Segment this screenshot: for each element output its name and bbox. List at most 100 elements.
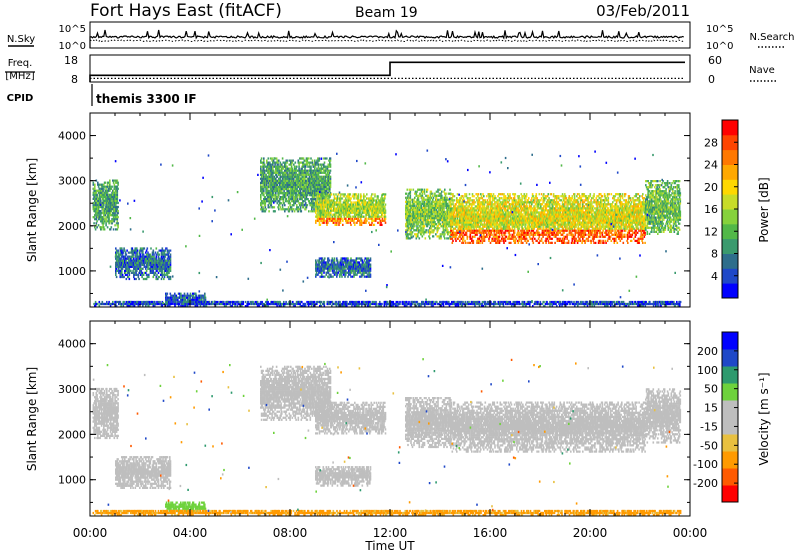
x-axis-labels: 00:00 04:00 08:00 12:00 16:00 20:00 00:00 [73,526,708,540]
colorbar-tick-label: 28 [704,136,718,149]
colorbar-tick-label: 100 [697,364,718,377]
velocity-panel: 4000 3000 2000 1000 Slant Range [km] 200 100… [25,320,771,517]
colorbar-swatch [722,434,738,452]
colorbar-swatch [722,383,738,401]
ytick-label: 1000 [58,474,86,487]
colorbar-swatch [722,332,738,350]
colorbar-swatch [722,149,738,165]
colorbar-tick-label: -100 [693,458,718,471]
colorbar-swatch [722,349,738,367]
colorbar-tick-label: 200 [697,345,718,358]
ytick-label: 3000 [58,383,86,396]
freq-unit-label: [MHz] [5,71,34,82]
nave-tick-top: 60 [708,54,722,67]
xtick-label: 00:00 [673,526,708,540]
beam-label: Beam 19 [355,5,418,21]
station-title: Fort Hays East (fitACF) [90,1,282,21]
power-panel: 4000 3000 2000 1000 Slant Range [km] 28 24 20… [25,112,771,308]
scatter-region-8 [645,388,682,444]
colorbar-tick-label: 20 [704,181,718,194]
scatter-region-7 [450,401,646,453]
velocity-data [92,358,682,517]
noise-tick-top-right: 10^5 [706,24,733,35]
colorbar-tick-label: 24 [704,159,718,172]
xtick-label: 00:00 [73,526,108,540]
date-label: 03/Feb/2011 [596,2,690,20]
colorbar-swatch [722,194,738,210]
ytick-label: 4000 [58,130,86,143]
power-data [92,149,682,308]
colorbar-swatch [722,417,738,435]
colorbar-swatch [722,238,738,254]
freq-panel: Freq. [MHz] 18 8 60 0 Nave [5,54,776,86]
colorbar-swatch [722,400,738,418]
scatter-region-4 [315,401,387,435]
cpid-value: themis 3300 IF [96,92,197,106]
xtick-label: 16:00 [473,526,508,540]
noise-tick-top-left: 10^5 [59,24,86,35]
scatter-region-5 [315,466,372,487]
colorbar-swatch [722,253,738,269]
xtick-label: 04:00 [173,526,208,540]
ytick-label: 2000 [58,220,86,233]
x-axis-title: Time UT [364,539,415,553]
noise-panel-frame [89,21,691,49]
scatter-region-7 [450,193,646,244]
colorbar-swatch [722,268,738,284]
velocity-ylabel: Slant Range [km] [25,367,39,471]
colorbar-swatch [722,209,738,225]
xtick-label: 20:00 [573,526,608,540]
scatter-region-3 [260,365,332,421]
scatter-region-9 [92,509,682,517]
scatter-region-1 [115,456,172,489]
colorbar-tick-label: -200 [693,477,718,490]
cpid-label: CPID [7,93,34,104]
freq-label: Freq. [8,58,33,69]
scatter-region-4 [315,193,387,226]
colorbar-swatch [722,451,738,469]
power-colorbar: 28 24 20 16 12 8 4 [704,119,739,299]
velocity-colorbar: 200 100 50 15 -15 -50 -100 -200 [693,331,739,503]
colorbar-swatch [722,164,738,180]
scatter-region-2 [165,501,207,514]
ytick-label: 2000 [58,428,86,441]
nave-label: Nave [749,65,775,76]
colorbar-tick-label: 15 [704,402,718,415]
xtick-label: 08:00 [273,526,308,540]
nsky-label: N.Sky [7,34,35,45]
xtick-label: 12:00 [373,526,408,540]
freq-tick-top: 18 [64,54,78,67]
colorbar-tick-label: -50 [700,439,718,452]
colorbar-swatch [722,366,738,384]
nave-tick-bottom: 0 [708,73,715,86]
noise-search-series [89,39,685,43]
colorbar-tick-label: 8 [711,248,718,261]
ytick-label: 3000 [58,175,86,188]
colorbar-tick-label: 4 [711,270,718,283]
power-colorbar-label: Power [dB] [757,177,771,242]
noise-panel: N.Sky 10^5 10^0 10^5 10^0 N.Search [7,21,795,52]
noise-tick-bottom-right: 10^0 [706,41,733,52]
scatter-region-6 [405,397,452,449]
ytick-label: 4000 [58,338,86,351]
scatter-region-8 [645,180,682,235]
nsearch-label: N.Search [749,32,794,43]
colorbar-swatch [722,283,738,299]
power-ylabel: Slant Range [km] [25,158,39,262]
scatter-region-0 [92,179,119,231]
freq-panel-frame [89,54,691,83]
scatter-region-5 [315,257,372,278]
colorbar-swatch [722,179,738,195]
velocity-colorbar-label: Velocity [m s⁻¹] [757,372,771,465]
noise-tick-bottom-left: 10^0 [59,41,86,52]
colorbar-swatch [722,134,738,151]
noise-sky-series [89,29,685,48]
scatter-region-1 [115,247,172,281]
scatter-region-0 [92,387,119,440]
scatter-region-6 [405,188,452,240]
freq-tick-bottom: 8 [71,73,78,86]
colorbar-swatch [722,120,738,136]
ytick-label: 1000 [58,265,86,278]
scatter-region-9 [93,300,682,308]
